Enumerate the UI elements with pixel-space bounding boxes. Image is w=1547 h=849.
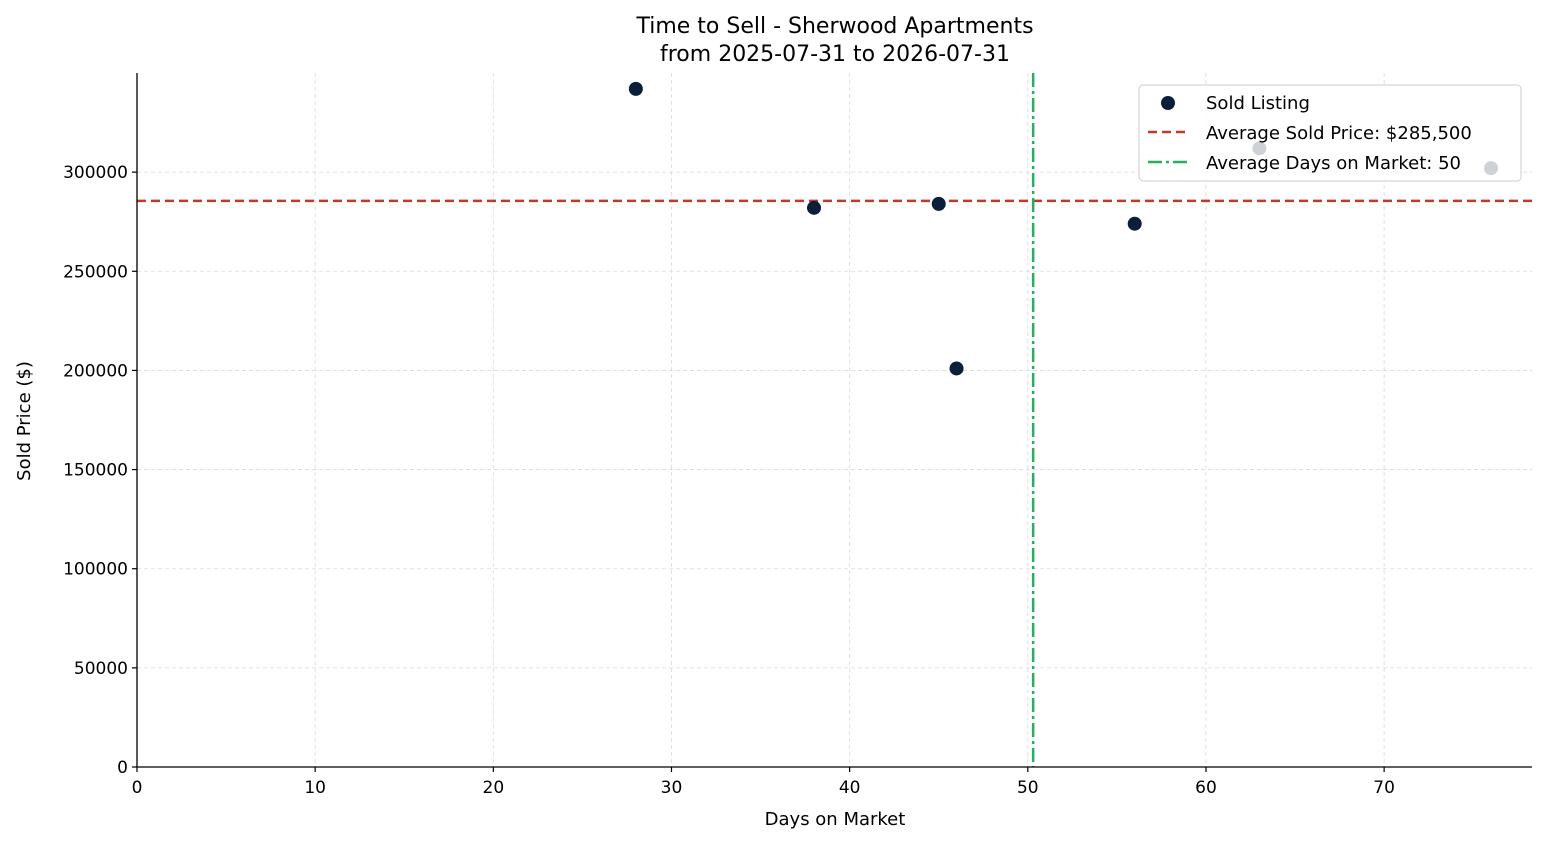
y-axis-label: Sold Price ($)	[14, 361, 35, 481]
reference-lines	[137, 73, 1532, 767]
legend-marker-sold-listing	[1161, 96, 1175, 110]
y-tick-label: 50000	[74, 659, 128, 679]
legend-box	[1138, 84, 1522, 182]
x-tick-label: 70	[1373, 778, 1395, 798]
x-tick-label: 0	[132, 778, 143, 798]
chart-title: Time to Sell - Sherwood Apartments	[635, 14, 1033, 39]
y-tick-label: 300000	[63, 163, 128, 183]
sold-listing-point	[949, 361, 964, 376]
y-tick-label: 200000	[63, 361, 128, 381]
x-tick-label: 60	[1195, 778, 1217, 798]
sold-listing-point	[807, 200, 822, 215]
y-tick-label: 0	[117, 758, 128, 778]
x-tick-label: 40	[839, 778, 861, 798]
legend: Sold Listing Average Sold Price: $285,50…	[1138, 84, 1522, 182]
sold-listing-point	[628, 81, 643, 96]
x-tick-label: 30	[661, 778, 683, 798]
legend-label-sold-listing: Sold Listing	[1206, 93, 1310, 114]
sold-listing-point	[1127, 216, 1142, 231]
legend-label-average-sold-price: Average Sold Price: $285,500	[1206, 123, 1472, 144]
x-tick-label: 50	[1017, 778, 1039, 798]
axes	[132, 73, 1532, 772]
y-tick-label: 100000	[63, 560, 128, 580]
x-tick-label: 20	[483, 778, 505, 798]
y-tick-label: 150000	[63, 461, 128, 481]
y-tick-label: 250000	[63, 262, 128, 282]
sold-listing-point	[931, 196, 946, 211]
chart-subtitle: from 2025-07-31 to 2026-07-31	[660, 42, 1010, 67]
tick-labels: 0 10 20 30 40 50 60 70 0 50000 100000 150000 200000 2…	[63, 163, 1395, 798]
x-tick-label: 10	[304, 778, 326, 798]
legend-label-average-days-on-market: Average Days on Market: 50	[1206, 153, 1461, 174]
x-axis-label: Days on Market	[765, 809, 906, 830]
